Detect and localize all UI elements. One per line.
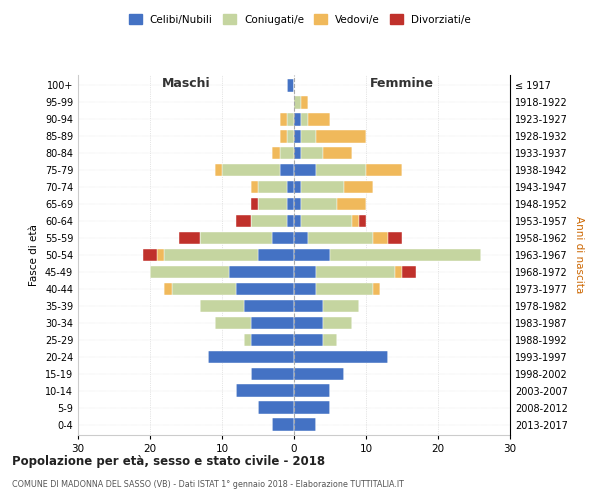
Bar [294, 232, 308, 244]
Bar [287, 198, 294, 210]
Bar [316, 282, 373, 296]
Bar [337, 198, 366, 210]
Bar [294, 198, 301, 210]
Bar [352, 214, 359, 228]
Bar [294, 248, 330, 262]
Bar [301, 214, 352, 228]
Bar [294, 384, 330, 397]
Bar [208, 350, 294, 364]
Bar [294, 402, 330, 414]
Bar [294, 282, 316, 296]
Bar [244, 300, 294, 312]
Bar [395, 266, 402, 278]
Bar [258, 180, 287, 194]
Bar [294, 316, 323, 330]
Bar [323, 334, 337, 346]
Text: Popolazione per età, sesso e stato civile - 2018: Popolazione per età, sesso e stato civil… [12, 455, 325, 468]
Bar [251, 180, 258, 194]
Bar [280, 164, 294, 176]
Bar [215, 316, 251, 330]
Bar [251, 334, 294, 346]
Bar [157, 248, 164, 262]
Bar [294, 214, 301, 228]
Bar [301, 198, 337, 210]
Bar [294, 368, 344, 380]
Bar [359, 214, 366, 228]
Bar [308, 113, 330, 126]
Bar [287, 113, 294, 126]
Bar [316, 130, 366, 142]
Bar [294, 96, 301, 108]
Bar [272, 232, 294, 244]
Bar [287, 79, 294, 92]
Bar [301, 180, 344, 194]
Bar [344, 180, 373, 194]
Legend: Celibi/Nubili, Coniugati/e, Vedovi/e, Divorziati/e: Celibi/Nubili, Coniugati/e, Vedovi/e, Di… [125, 10, 475, 29]
Bar [287, 180, 294, 194]
Bar [294, 130, 301, 142]
Bar [287, 130, 294, 142]
Bar [301, 113, 308, 126]
Bar [280, 130, 287, 142]
Text: Femmine: Femmine [370, 76, 434, 90]
Bar [164, 248, 258, 262]
Bar [280, 113, 287, 126]
Bar [323, 300, 359, 312]
Y-axis label: Anni di nascita: Anni di nascita [574, 216, 584, 294]
Bar [388, 232, 402, 244]
Bar [164, 282, 172, 296]
Bar [251, 316, 294, 330]
Bar [316, 164, 366, 176]
Bar [323, 316, 352, 330]
Bar [294, 350, 388, 364]
Bar [323, 146, 352, 160]
Bar [316, 266, 395, 278]
Bar [373, 282, 380, 296]
Bar [251, 198, 258, 210]
Bar [215, 164, 222, 176]
Bar [294, 300, 323, 312]
Bar [143, 248, 157, 262]
Bar [236, 282, 294, 296]
Bar [366, 164, 402, 176]
Bar [258, 198, 287, 210]
Bar [236, 384, 294, 397]
Bar [301, 96, 308, 108]
Bar [251, 214, 287, 228]
Bar [294, 180, 301, 194]
Bar [294, 418, 316, 431]
Bar [294, 113, 301, 126]
Bar [294, 164, 316, 176]
Bar [200, 300, 244, 312]
Bar [179, 232, 200, 244]
Bar [222, 164, 280, 176]
Bar [272, 418, 294, 431]
Bar [172, 282, 236, 296]
Bar [280, 146, 294, 160]
Bar [150, 266, 229, 278]
Bar [294, 266, 316, 278]
Bar [258, 402, 294, 414]
Bar [294, 334, 323, 346]
Bar [258, 248, 294, 262]
Bar [200, 232, 272, 244]
Bar [244, 334, 251, 346]
Bar [236, 214, 251, 228]
Bar [251, 368, 294, 380]
Bar [301, 146, 323, 160]
Bar [287, 214, 294, 228]
Bar [294, 146, 301, 160]
Bar [373, 232, 388, 244]
Bar [301, 130, 316, 142]
Text: COMUNE DI MADONNA DEL SASSO (VB) - Dati ISTAT 1° gennaio 2018 - Elaborazione TUT: COMUNE DI MADONNA DEL SASSO (VB) - Dati … [12, 480, 404, 489]
Bar [402, 266, 416, 278]
Y-axis label: Fasce di età: Fasce di età [29, 224, 39, 286]
Bar [308, 232, 373, 244]
Bar [272, 146, 280, 160]
Text: Maschi: Maschi [161, 76, 211, 90]
Bar [229, 266, 294, 278]
Bar [330, 248, 481, 262]
